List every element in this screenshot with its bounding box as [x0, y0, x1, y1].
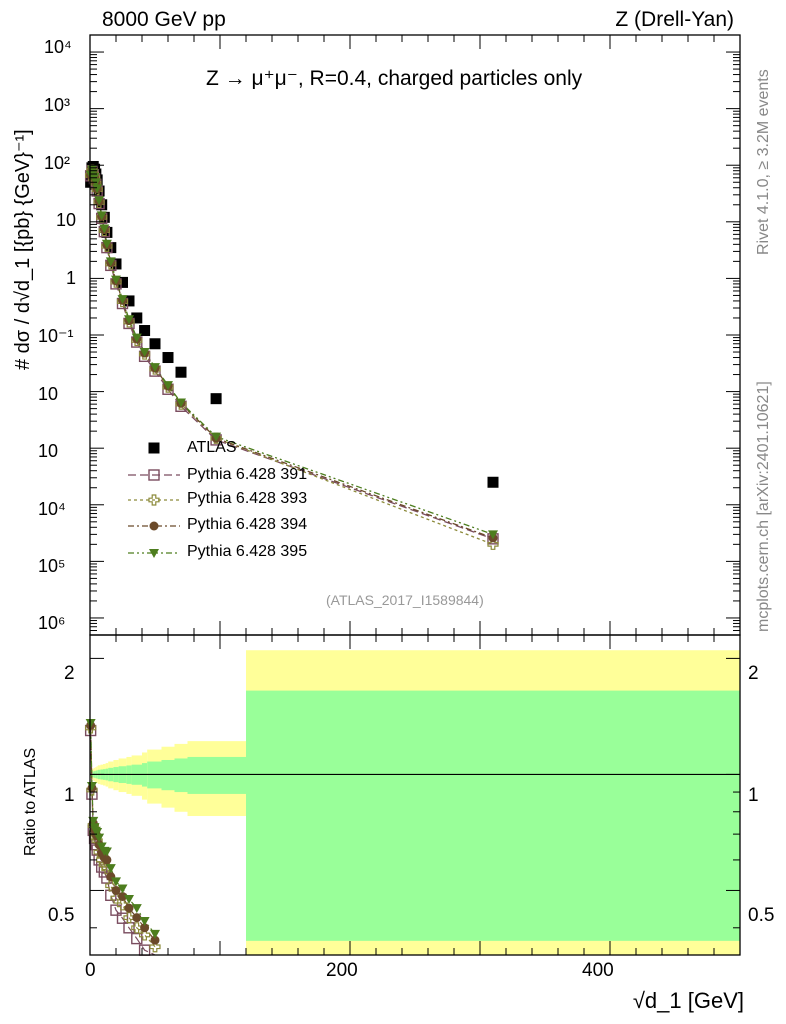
rivet-version: Rivet 4.1.0, ≥ 3.2M events [755, 69, 773, 255]
analysis-id: (ATLAS_2017_I1589844) [326, 592, 484, 608]
x-tick-label-200: 200 [326, 960, 358, 982]
y-tick-label-1e-2: 10⁲ [38, 384, 58, 405]
y-tick-label-1e2: 10² [44, 153, 70, 174]
ratio-point [132, 913, 141, 922]
ratio-tick-label-2-left: 2 [64, 663, 75, 685]
y-tick-label-1e-3: 10⁳ [38, 441, 58, 462]
x-tick-label-0: 0 [85, 960, 96, 982]
legend [128, 443, 180, 559]
ratio-tick-label-1-right: 1 [748, 785, 759, 807]
y-axis-label-ratio: Ratio to ATLAS [22, 748, 40, 856]
ratio-tick-label-0.5-left: 0.5 [48, 905, 74, 927]
legend-label-395: Pythia 6.428 395 [187, 543, 307, 561]
y-tick-label-1e3: 10³ [44, 95, 70, 116]
y-tick-label-1e-5: 10⁵ [38, 556, 65, 577]
ratio-tick-label-2-right: 2 [748, 663, 759, 685]
stat-uncertainty-bin [246, 691, 740, 941]
process-label: Z (Drell-Yan) [615, 8, 734, 32]
legend-label-393: Pythia 6.428 393 [187, 490, 307, 508]
ratio-point [125, 904, 134, 913]
legend-label-391: Pythia 6.428 391 [187, 466, 307, 484]
y-tick-label-1: 1 [66, 268, 76, 289]
legend-marker-3 [150, 522, 159, 531]
ratio-uncertainty-band [90, 650, 740, 955]
energy-label: 8000 GeV pp [102, 8, 226, 32]
stat-uncertainty-bin [162, 760, 175, 790]
y-axis-label-main: # dσ / d√d_1 [{pb} {GeV}⁻¹] [10, 129, 35, 370]
ratio-tick-label-0.5-right: 0.5 [748, 905, 774, 927]
y-tick-label-1e4: 10⁴ [44, 37, 72, 58]
data-point [211, 393, 222, 404]
mcplots-credit: mcplots.cern.ch [arXiv:2401.10621] [755, 381, 773, 632]
plot-title: Z → μ⁺μ⁻, R=0.4, charged particles only [206, 66, 582, 91]
series-line-2 [91, 170, 493, 544]
x-tick-label-400: 400 [582, 960, 614, 982]
stat-uncertainty-bin [175, 758, 188, 792]
data-point [163, 352, 174, 363]
stat-uncertainty-bin [188, 757, 247, 794]
legend-marker-0 [149, 443, 160, 454]
data-point [488, 477, 499, 488]
legend-label-394: Pythia 6.428 394 [187, 516, 307, 534]
data-point [176, 367, 187, 378]
legend-label-atlas: ATLAS [187, 439, 237, 457]
data-point [150, 338, 161, 349]
y-tick-label-1e-4: 10⁴ [38, 499, 66, 520]
chart-canvas [0, 0, 786, 1024]
ratio-tick-label-1-left: 1 [64, 785, 75, 807]
y-tick-label-10: 10 [56, 210, 76, 231]
y-tick-label-1e-1: 10⁻¹ [38, 326, 74, 347]
x-axis-label: √d_1 [GeV] [633, 988, 744, 1014]
y-tick-label-1e-6: 10⁶ [38, 613, 65, 634]
ratio-point [102, 855, 111, 864]
